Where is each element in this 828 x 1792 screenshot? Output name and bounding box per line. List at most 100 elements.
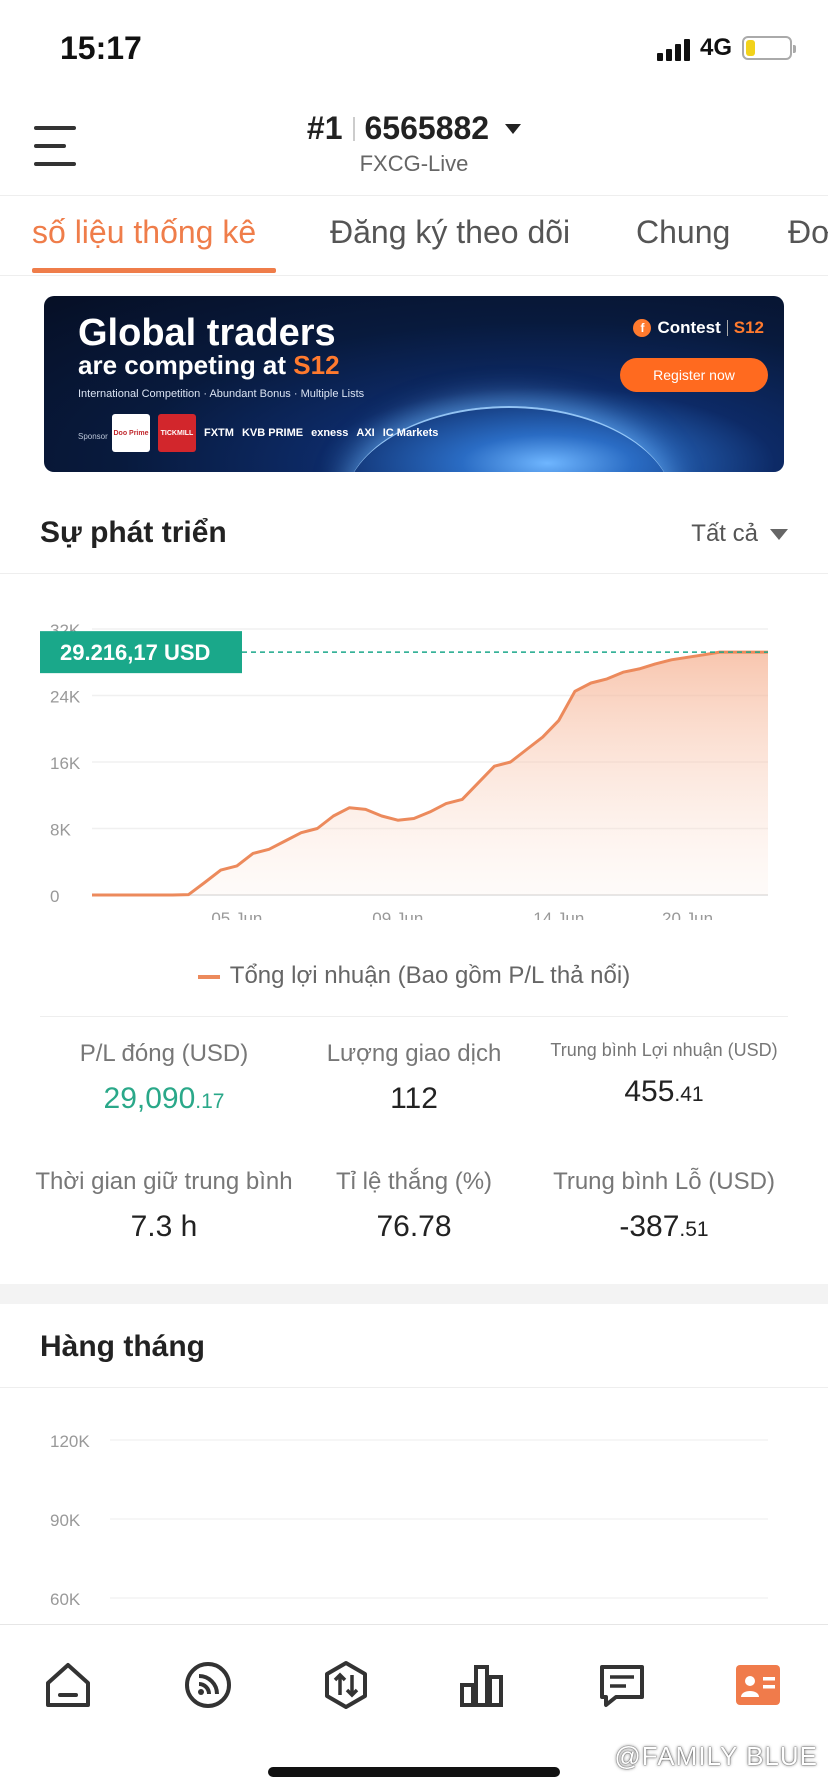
stat-value: 112 bbox=[276, 1082, 552, 1116]
banner-title: Global traders bbox=[78, 312, 336, 354]
app-header: #1 6565882 FXCG-Live bbox=[0, 100, 828, 196]
stat-label: Lượng giao dịch bbox=[326, 1040, 502, 1067]
y-tick-label: 24K bbox=[50, 688, 81, 707]
nav-message-icon[interactable] bbox=[592, 1655, 652, 1715]
active-tab-indicator bbox=[32, 268, 276, 273]
separator bbox=[352, 116, 355, 141]
stat-value-int: 29,090 bbox=[103, 1082, 196, 1115]
sponsor-logo: AXI bbox=[356, 427, 375, 439]
banner-brand: S12 bbox=[293, 350, 340, 380]
home-indicator bbox=[268, 1767, 560, 1777]
x-tick-label: 09 Jun bbox=[372, 909, 423, 920]
legend-swatch bbox=[197, 974, 220, 979]
account-server: FXCG-Live bbox=[359, 151, 469, 176]
network-type: 4G bbox=[699, 34, 732, 61]
banner-tagline: International Competition · Abundant Bon… bbox=[78, 388, 365, 400]
section-gap bbox=[0, 1284, 828, 1304]
chart-legend: Tổng lợi nhuận (Bao gồm P/L thả nổi) bbox=[0, 962, 828, 990]
sponsor-logos: Doo Prime TICKMILL FXTM KVB PRIME exness… bbox=[112, 414, 438, 452]
contest-brand: S12 bbox=[733, 318, 764, 337]
menu-icon[interactable] bbox=[34, 126, 76, 166]
globe-graphic bbox=[344, 406, 674, 472]
register-button[interactable]: Register now bbox=[620, 358, 768, 392]
nav-chart-icon[interactable] bbox=[452, 1655, 512, 1715]
x-tick-label: 14 Jun bbox=[533, 909, 584, 920]
stat-value-decimal: .17 bbox=[195, 1090, 225, 1113]
contest-icon: f bbox=[633, 319, 652, 337]
y-tick-label: 60K bbox=[50, 1590, 81, 1609]
stat-value-int: 455 bbox=[624, 1075, 675, 1108]
y-tick-label: 120K bbox=[50, 1432, 90, 1451]
stat-item: Trung bình Lỗ (USD) -387.51 bbox=[526, 1168, 802, 1244]
section-title: Sự phát triển bbox=[40, 516, 227, 549]
banner-subtitle-text: are competing at bbox=[78, 350, 287, 380]
tab-subscribe[interactable]: Đăng ký theo dõi bbox=[330, 214, 571, 250]
promo-banner[interactable]: Global traders are competing at S12 Inte… bbox=[44, 296, 784, 472]
y-tick-label: 8K bbox=[50, 821, 71, 840]
y-tick-label: 0 bbox=[50, 887, 59, 906]
nav-home-icon[interactable] bbox=[38, 1655, 98, 1715]
sponsor-logo: FXTM bbox=[204, 427, 234, 439]
contest-text: Contest bbox=[657, 318, 721, 337]
tab-more[interactable]: Đơ bbox=[788, 214, 828, 250]
stat-value-decimal: .51 bbox=[679, 1218, 709, 1241]
signal-icon bbox=[656, 35, 690, 61]
nav-feed-icon[interactable] bbox=[178, 1655, 238, 1715]
development-header: Sự phát triển Tất cả bbox=[0, 494, 828, 574]
tab-statistics[interactable]: số liệu thống kê bbox=[32, 214, 257, 250]
tab-bar: số liệu thống kê Đăng ký theo dõi Chung … bbox=[0, 196, 828, 276]
stat-value: 455.41 bbox=[526, 1075, 802, 1109]
account-number: 6565882 bbox=[364, 110, 490, 146]
watermark: @FAMILY BLUE bbox=[614, 1741, 818, 1771]
stat-value-int: 7.3 h bbox=[130, 1210, 198, 1243]
monthly-header: Hàng tháng bbox=[0, 1308, 828, 1388]
nav-trade-icon[interactable] bbox=[316, 1655, 376, 1715]
separator bbox=[726, 320, 728, 336]
stat-value: 29,090.17 bbox=[26, 1082, 302, 1116]
stat-value-int: 112 bbox=[390, 1082, 438, 1115]
series-area bbox=[92, 652, 768, 895]
stat-item: Trung bình Lợi nhuận (USD) 455.41 bbox=[526, 1040, 802, 1109]
tab-general[interactable]: Chung bbox=[636, 214, 731, 250]
status-bar: 15:17 4G bbox=[0, 0, 828, 100]
stat-item: P/L đóng (USD) 29,090.17 bbox=[26, 1040, 302, 1116]
monthly-chart[interactable]: 120K 90K 60K bbox=[0, 1392, 828, 1622]
x-tick-label: 05 Jun bbox=[211, 909, 262, 920]
account-rank: #1 bbox=[306, 110, 343, 146]
divider bbox=[40, 1016, 788, 1017]
stat-label: P/L đóng (USD) bbox=[79, 1040, 249, 1067]
stat-value-int: 76.78 bbox=[376, 1210, 452, 1243]
battery-icon bbox=[742, 36, 796, 60]
sponsor-logo: IC Markets bbox=[382, 427, 439, 439]
period-filter[interactable]: Tất cả bbox=[691, 520, 788, 548]
stat-value: 7.3 h bbox=[26, 1210, 302, 1244]
current-value-badge bbox=[40, 631, 242, 674]
stat-label: Tỉ lệ thắng (%) bbox=[335, 1168, 493, 1195]
section-title: Hàng tháng bbox=[40, 1330, 205, 1363]
account-selector[interactable]: #1 6565882 FXCG-Live bbox=[0, 110, 828, 177]
stat-value: 76.78 bbox=[276, 1210, 552, 1244]
stat-item: Thời gian giữ trung bình 7.3 h bbox=[26, 1168, 302, 1244]
contest-label: f Contest S12 bbox=[633, 318, 764, 338]
series-line bbox=[92, 650, 768, 897]
status-indicators: 4G bbox=[656, 34, 796, 62]
nav-profile-icon[interactable] bbox=[728, 1655, 788, 1715]
status-time: 15:17 bbox=[60, 30, 142, 66]
stat-label: Trung bình Lợi nhuận (USD) bbox=[550, 1040, 778, 1060]
legend-label: Tổng lợi nhuận (Bao gồm P/L thả nổi) bbox=[229, 962, 631, 989]
y-tick-label: 16K bbox=[50, 754, 81, 773]
sponsor-label: Sponsor bbox=[78, 432, 108, 441]
stat-label: Thời gian giữ trung bình bbox=[35, 1168, 293, 1195]
sponsor-logo: TICKMILL bbox=[158, 414, 196, 452]
sponsor-logo: KVB PRIME bbox=[241, 427, 304, 439]
bottom-nav: @FAMILY BLUE bbox=[0, 1624, 828, 1792]
banner-subtitle: are competing at S12 bbox=[78, 350, 340, 381]
stat-label: Trung bình Lỗ (USD) bbox=[553, 1168, 775, 1195]
period-filter-label: Tất cả bbox=[691, 520, 758, 547]
stat-value: -387.51 bbox=[526, 1210, 802, 1244]
stat-item: Tỉ lệ thắng (%) 76.78 bbox=[276, 1168, 552, 1244]
x-tick-label: 20 Jun bbox=[662, 909, 713, 920]
stat-item: Lượng giao dịch 112 bbox=[276, 1040, 552, 1116]
sponsor-logo: Doo Prime bbox=[112, 414, 150, 452]
